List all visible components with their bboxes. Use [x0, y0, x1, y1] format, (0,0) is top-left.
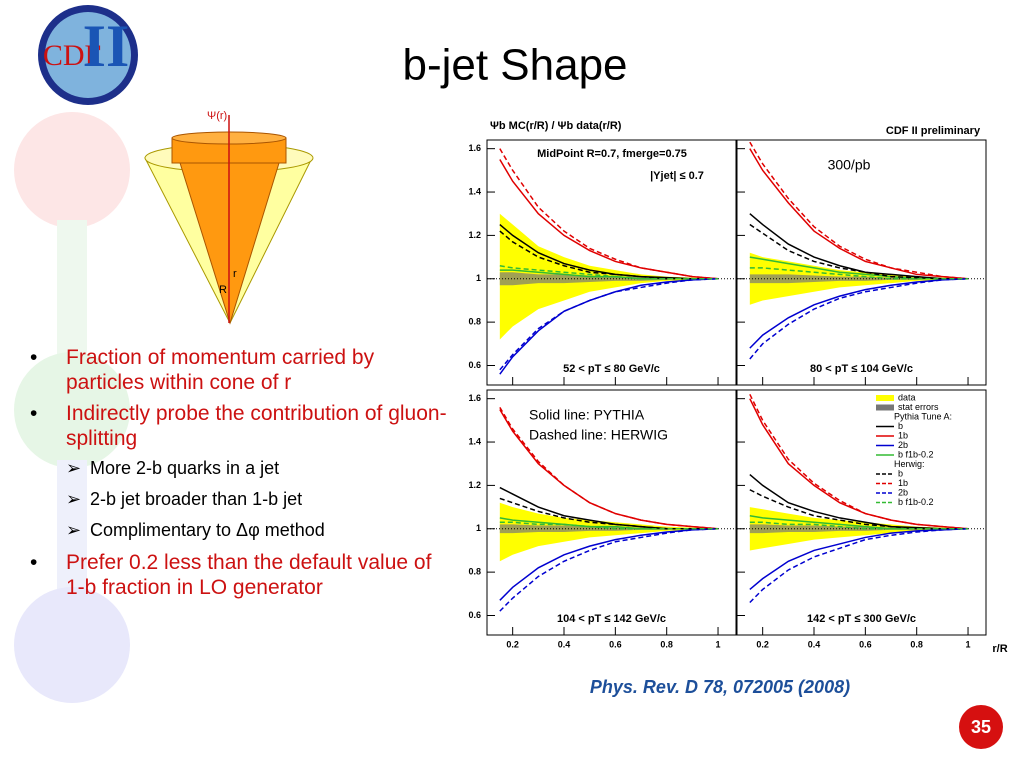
r-label: r [233, 268, 237, 280]
bullet-text: Fraction of momentum carried by particle… [66, 346, 375, 394]
sub-bullet: 2-b jet broader than 1-b jet [56, 488, 450, 510]
sub-list: More 2-b quarks in a jet 2-b jet broader … [56, 457, 450, 541]
deco-circle [14, 587, 130, 703]
logo-cdf: CDF [43, 39, 101, 72]
bullet-list: Fraction of momentum carried by particle… [30, 345, 450, 606]
psi-label: Ψ(r) [207, 110, 227, 122]
citation: Phys. Rev. D 78, 072005 (2008) [590, 677, 850, 697]
deco-circle [14, 112, 130, 228]
bullet-text: Prefer 0.2 less than the default value o… [66, 551, 432, 599]
bullet-text: Indirectly probe the contribution of glu… [66, 402, 447, 450]
sub-bullet: More 2-b quarks in a jet [56, 457, 450, 479]
page-number: 35 [971, 717, 991, 737]
page-badge [959, 705, 1003, 749]
R-label: R [219, 284, 227, 296]
bullet: Fraction of momentum carried by particle… [30, 345, 450, 395]
slide-title: b-jet Shape [402, 41, 627, 90]
sub-bullet: Complimentary to Δφ method [56, 519, 450, 541]
bullet: Prefer 0.2 less than the default value o… [30, 550, 450, 600]
logo-disc [45, 12, 131, 98]
logo-two: II [83, 13, 130, 79]
bullet: Indirectly probe the contribution of glu… [30, 401, 450, 541]
